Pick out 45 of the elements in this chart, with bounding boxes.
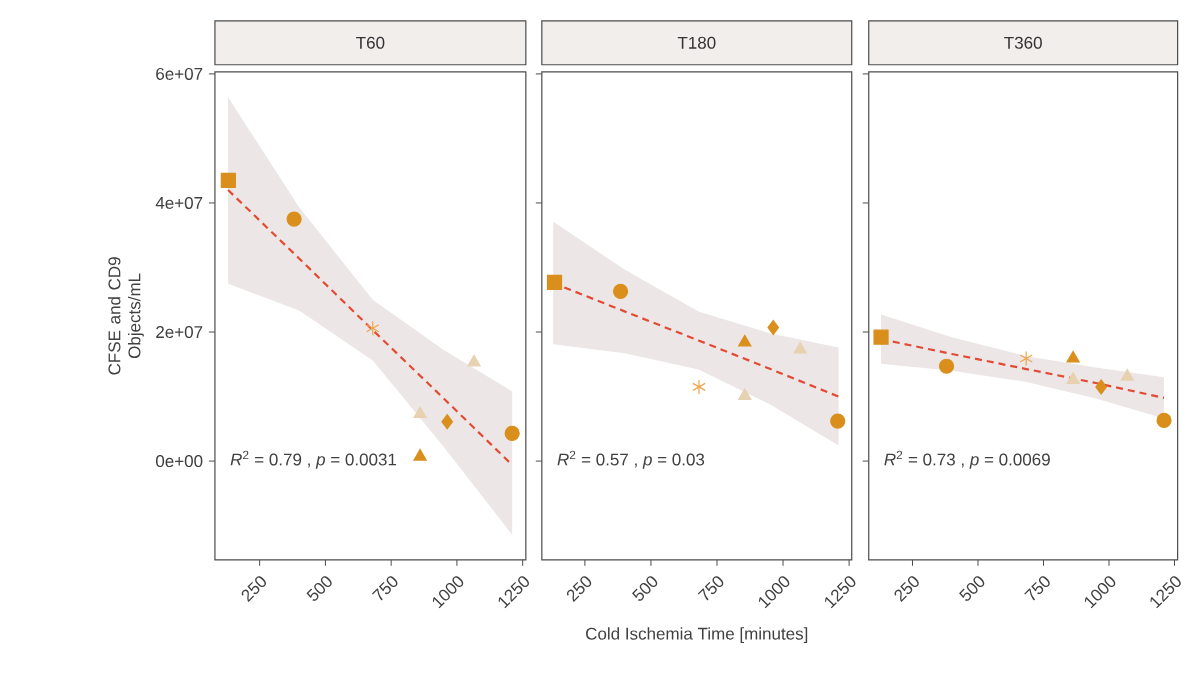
chart-title: T360 bbox=[1004, 36, 1042, 49]
x-tick-label: 750 bbox=[1024, 576, 1050, 601]
x-tick-label: 250 bbox=[894, 576, 919, 603]
point bbox=[286, 211, 302, 227]
point bbox=[220, 172, 236, 189]
x-tick-label: 500 bbox=[632, 576, 658, 601]
y-axis-title: CFSE and CD9 Objects/mL bbox=[107, 257, 144, 375]
point bbox=[366, 320, 380, 336]
point bbox=[1066, 372, 1080, 384]
y-tick-label: 0e+00 bbox=[156, 455, 203, 468]
y-tick-label: 6e+07 bbox=[156, 68, 203, 81]
point bbox=[738, 388, 752, 401]
x-tick-label: 500 bbox=[306, 576, 332, 601]
point bbox=[504, 425, 520, 442]
annotation: R$^{2}$ = 0.73 , p = 0.0069 bbox=[884, 450, 1050, 469]
x-tick-label: 750 bbox=[697, 576, 724, 601]
point bbox=[441, 414, 454, 430]
x-axis-title: Cold Ischemia Time [minutes] bbox=[586, 627, 808, 644]
point bbox=[692, 379, 706, 395]
point bbox=[1156, 412, 1172, 429]
x-tick-label: 500 bbox=[959, 576, 985, 601]
x-tick-label: 750 bbox=[371, 576, 398, 601]
point bbox=[413, 406, 427, 419]
annotation: R$^{2}$ = 0.57 , p = 0.03 bbox=[557, 450, 705, 469]
point bbox=[1019, 350, 1033, 367]
chart-title: T180 bbox=[677, 36, 716, 49]
point bbox=[1120, 369, 1134, 381]
point bbox=[413, 449, 427, 461]
point bbox=[612, 283, 629, 300]
point bbox=[1066, 350, 1080, 363]
annotation: R$^{2}$ = 0.79 , p = 0.0031 bbox=[230, 450, 397, 469]
point bbox=[830, 413, 846, 429]
point bbox=[467, 354, 481, 367]
point bbox=[873, 329, 889, 345]
x-tick-label: 250 bbox=[566, 576, 592, 603]
y-tick-label: 2e+07 bbox=[156, 326, 203, 339]
point bbox=[767, 320, 780, 336]
y-tick-label: 4e+07 bbox=[155, 197, 203, 210]
x-tick-label: 250 bbox=[241, 576, 266, 603]
point bbox=[738, 334, 752, 347]
point bbox=[546, 274, 563, 291]
chart-title: T60 bbox=[356, 36, 385, 49]
point bbox=[938, 358, 955, 374]
point bbox=[1095, 379, 1107, 395]
point bbox=[793, 341, 807, 354]
